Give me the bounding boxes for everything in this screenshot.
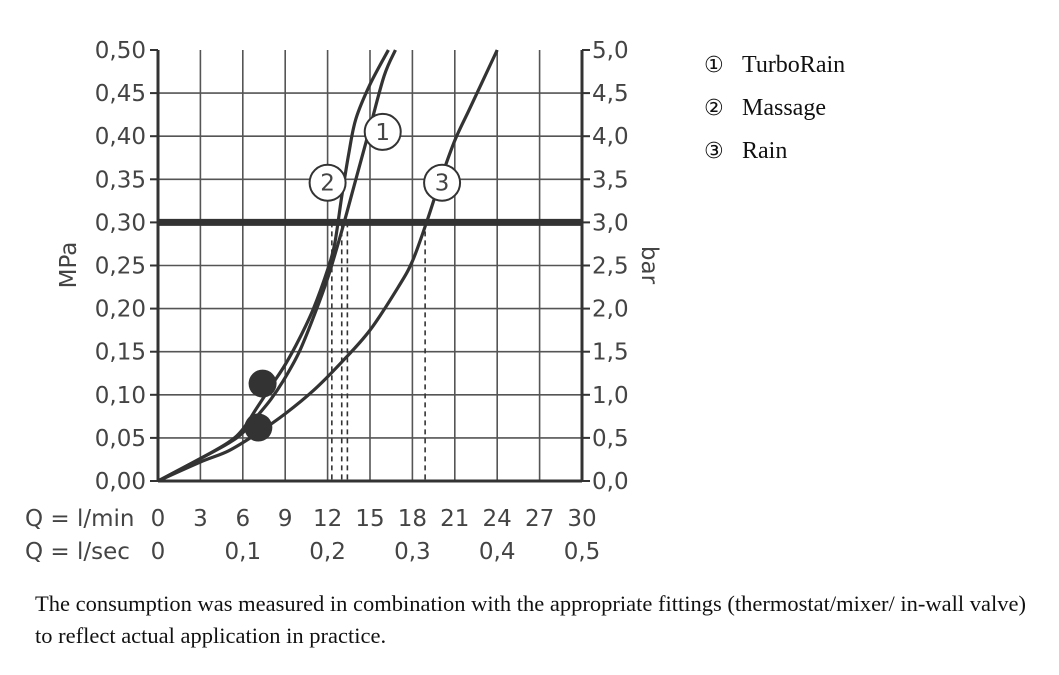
x-lps-tick-label: 0	[151, 539, 166, 565]
pressure-curves: 1 2 3	[157, 49, 499, 483]
legend-item-massage: ② Massage	[704, 87, 845, 130]
y-right-tick-label: 2,0	[592, 297, 629, 323]
x-lpm-tick-label: 9	[278, 506, 293, 532]
y-left-tick-label: 0,25	[95, 254, 146, 280]
y-left-tick-label: 0,10	[95, 383, 146, 409]
x-lpm-tick-label: 3	[193, 506, 208, 532]
x-lpm-tick-label: 12	[313, 506, 342, 532]
x-axis-lps-title: Q = l/sec	[25, 539, 130, 565]
y-left-tick-label: 0,00	[95, 469, 146, 495]
legend-label-rain: Rain	[742, 138, 788, 164]
y-right-tick-label: 5,0	[592, 38, 629, 64]
series-rain: 3	[157, 49, 499, 483]
y-axis-right-title: bar	[636, 246, 662, 285]
x-lps-tick-label: 0,3	[394, 539, 431, 565]
y-right-tick-label: 3,5	[592, 167, 629, 193]
y-right-tick-label: 3,0	[592, 210, 629, 236]
x-lpm-tick-label: 18	[398, 506, 427, 532]
legend-label-massage: Massage	[742, 95, 826, 121]
legend-label-turborain: TurboRain	[742, 52, 846, 78]
y-left-tick-label: 0,05	[95, 426, 146, 452]
legend-item-rain: ③ Rain	[704, 130, 845, 173]
x-lps-tick-label: 0,4	[479, 539, 516, 565]
y-right-tick-label: 4,5	[592, 81, 629, 107]
measurement-note: The consumption was measured in combinat…	[35, 591, 1026, 648]
y-left-tick-label: 0,15	[95, 340, 146, 366]
legend-item-turborain: ① TurboRain	[704, 44, 845, 87]
x-lpm-tick-label: 6	[235, 506, 250, 532]
x-axis-lpm-title: Q = l/min	[25, 506, 135, 532]
curve-line-rain	[157, 49, 499, 483]
curve-marker-circle	[423, 163, 462, 202]
flow-pressure-chart: 12 3 0,000,050,100,150,200,250,300,350,40…	[25, 38, 662, 565]
chart-legend: ① TurboRain ② Massage ③ Rain	[704, 44, 845, 173]
y-left-tick-label: 0,35	[95, 167, 146, 193]
y-axis-left-title: MPa	[56, 242, 82, 289]
x-lpm-tick-label: 24	[483, 506, 512, 532]
y-right-tick-label: 1,0	[592, 383, 629, 409]
x-lps-tick-label: 0,5	[564, 539, 601, 565]
y-right-tick-label: 0,5	[592, 426, 629, 452]
curve-dot-rain	[244, 413, 273, 442]
y-right-tick-label: 1,5	[592, 340, 629, 366]
y-left-tick-label: 0,40	[95, 124, 146, 150]
curve-marker-number: 3	[435, 171, 450, 197]
legend-marker-2: ②	[704, 96, 724, 121]
y-left-tick-label: 0,45	[95, 81, 146, 107]
curve-line-massage	[157, 49, 390, 483]
x-lpm-tick-label: 27	[525, 506, 554, 532]
y-left-tick-label: 0,20	[95, 297, 146, 323]
y-right-tick-label: 0,0	[592, 469, 629, 495]
x-lpm-tick-label: 0	[151, 506, 166, 532]
y-left-tick-label: 0,30	[95, 210, 146, 236]
tick-labels: 0,000,050,100,150,200,250,300,350,400,45…	[95, 38, 629, 565]
chart-grid	[158, 50, 582, 481]
legend-marker-1: ①	[704, 53, 724, 78]
x-lpm-tick-label: 15	[355, 506, 384, 532]
curve-dot-massage	[248, 369, 277, 398]
x-lps-tick-label: 0,1	[225, 539, 262, 565]
reference-flow-markers	[331, 222, 426, 481]
x-lpm-tick-label: 21	[440, 506, 469, 532]
x-lpm-tick-label: 30	[567, 506, 596, 532]
series-massage: 2	[157, 49, 390, 483]
curve-marker-circle	[363, 112, 402, 151]
curve-marker-circle	[308, 163, 347, 202]
curve-marker-number: 1	[375, 120, 390, 146]
x-lps-tick-label: 0,2	[309, 539, 346, 565]
y-right-tick-label: 2,5	[592, 254, 629, 280]
legend-marker-3: ③	[704, 139, 724, 164]
curve-marker-number: 2	[320, 171, 335, 197]
y-left-tick-label: 0,50	[95, 38, 146, 64]
y-right-tick-label: 4,0	[592, 124, 629, 150]
